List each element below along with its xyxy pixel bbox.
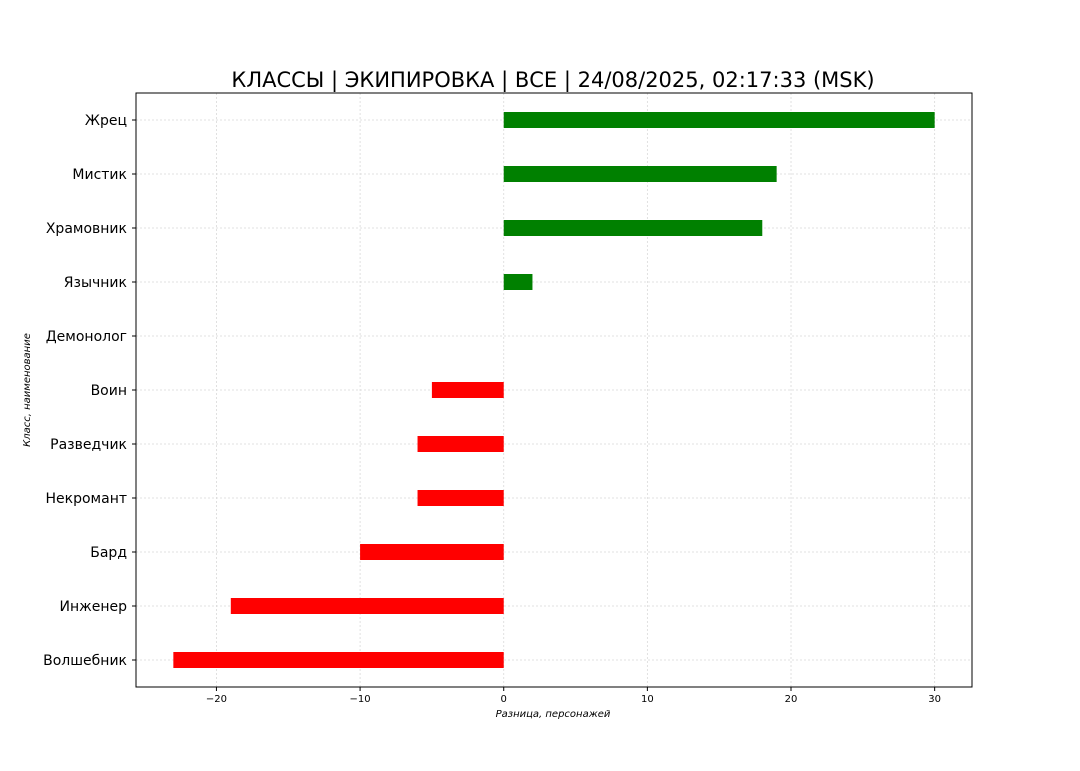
bar (417, 490, 504, 506)
category-label: Инженер (59, 599, 127, 615)
bar (230, 598, 504, 614)
bars-layer (173, 112, 935, 668)
labels-layer: Жрец Мистик Храмовник Язычник Демонолог Воин Р… (43, 113, 941, 705)
category-label: Некромант (46, 491, 128, 507)
category-label: Воин (91, 383, 127, 399)
x-tick-label: 0 (501, 694, 507, 705)
bar (173, 652, 504, 668)
category-label: Бард (90, 545, 127, 561)
category-label: Демонолог (46, 329, 127, 345)
bar (503, 166, 777, 182)
bar (417, 436, 504, 452)
category-label: Разведчик (50, 437, 127, 453)
x-tick-label: 10 (641, 694, 654, 705)
x-tick-label: 20 (785, 694, 798, 705)
category-label: Храмовник (46, 221, 127, 237)
category-label: Волшебник (43, 653, 127, 669)
bar (503, 220, 763, 236)
chart-title: КЛАССЫ | ЭКИПИРОВКА | ВСЕ | 24/08/2025, … (231, 68, 874, 93)
category-label: Язычник (64, 275, 127, 291)
y-axis-label: Класс, наименование (22, 333, 33, 447)
x-axis-label: Разница, персонажей (496, 709, 611, 720)
bar (503, 274, 533, 290)
bar (360, 544, 504, 560)
x-tick-label: 30 (928, 694, 941, 705)
category-label: Жрец (85, 113, 127, 129)
bar (431, 382, 504, 398)
grid-layer (136, 93, 972, 687)
x-tick-label: −20 (206, 694, 227, 705)
category-label: Мистик (72, 167, 127, 183)
bar (503, 112, 935, 128)
ticks-layer (132, 119, 936, 691)
x-tick-label: −10 (350, 694, 371, 705)
